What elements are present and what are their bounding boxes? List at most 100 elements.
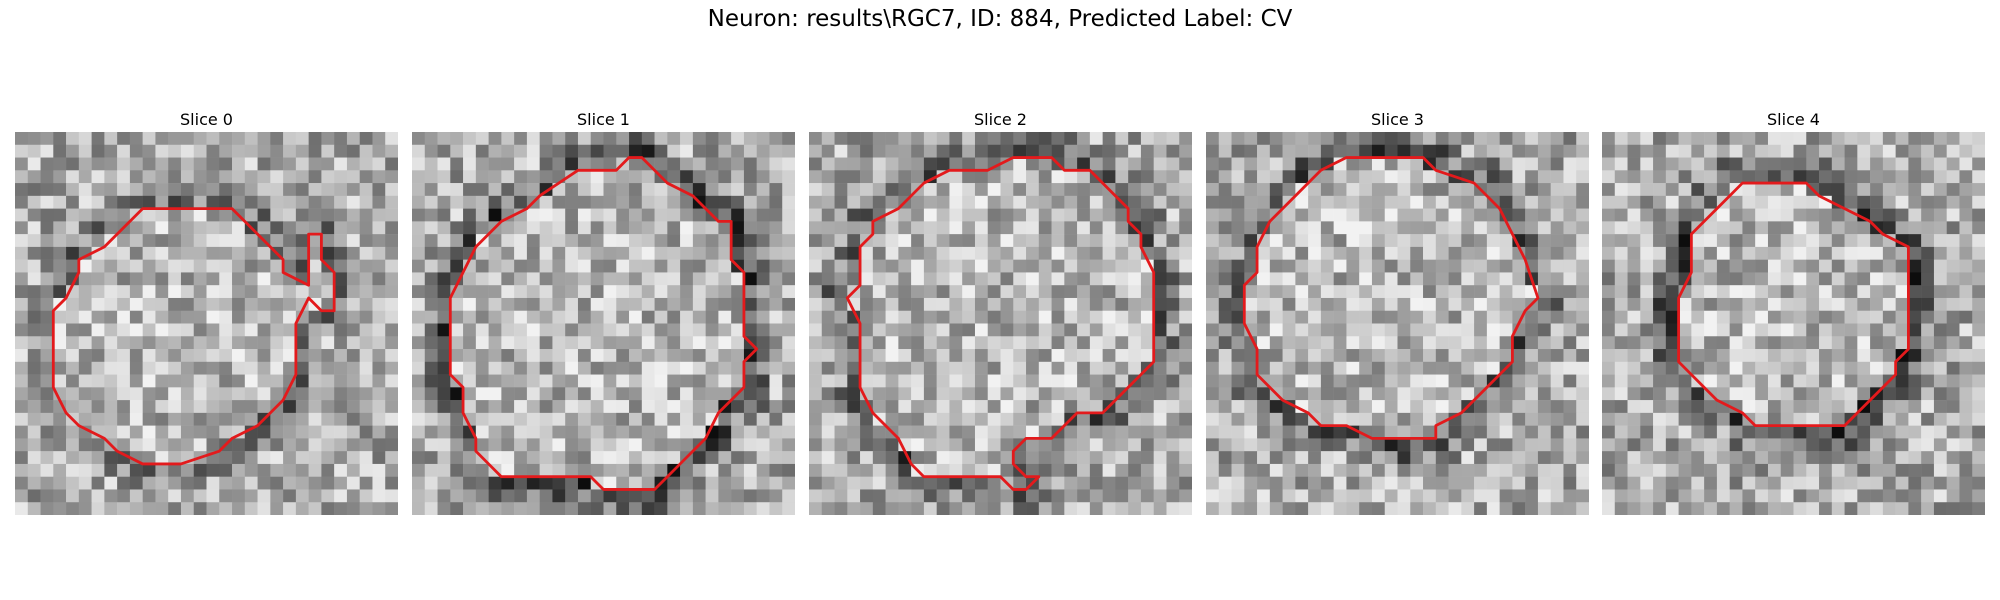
pixel — [1064, 374, 1078, 388]
pixel — [372, 412, 386, 426]
pixel — [1206, 463, 1220, 477]
pixel — [1448, 387, 1462, 401]
pixel — [834, 489, 848, 503]
pixel — [475, 374, 489, 388]
pixel — [847, 412, 861, 426]
pixel — [731, 412, 745, 426]
pixel — [1806, 463, 1820, 477]
pixel — [1665, 425, 1679, 439]
pixel — [1921, 195, 1935, 209]
pixel — [1077, 438, 1091, 452]
pixel — [193, 170, 207, 184]
pixel — [1614, 438, 1628, 452]
pixel — [104, 246, 118, 260]
pixel — [987, 195, 1001, 209]
pixel — [1512, 259, 1526, 273]
pixel — [629, 272, 643, 286]
pixel — [1755, 463, 1769, 477]
pixel — [782, 221, 795, 235]
pixel — [450, 489, 464, 503]
pixel — [1933, 246, 1947, 260]
pixel — [283, 183, 297, 197]
pixel — [437, 502, 451, 515]
pixel — [1064, 451, 1078, 465]
pixel — [680, 489, 694, 503]
pixel — [270, 361, 284, 375]
pixel — [15, 323, 29, 337]
pixel — [1128, 425, 1142, 439]
pixel — [1704, 246, 1718, 260]
pixel — [1461, 144, 1475, 158]
pixel — [1282, 234, 1296, 248]
pixel — [334, 476, 348, 490]
pixel — [1064, 463, 1078, 477]
pixel — [1282, 489, 1296, 503]
pixel — [257, 463, 271, 477]
pixel — [1895, 451, 1909, 465]
pixel — [1550, 412, 1564, 426]
pixel — [1767, 221, 1781, 235]
pixel — [78, 285, 92, 299]
pixel — [283, 489, 297, 503]
pixel — [1640, 489, 1654, 503]
pixel — [270, 489, 284, 503]
pixel — [1512, 195, 1526, 209]
pixel — [1474, 221, 1488, 235]
pixel — [283, 336, 297, 350]
pixel — [1359, 234, 1373, 248]
pixel — [1257, 387, 1271, 401]
pixel — [731, 323, 745, 337]
pixel — [91, 323, 105, 337]
pixel — [1128, 285, 1142, 299]
slice-image-3 — [1206, 132, 1589, 515]
pixel — [1576, 195, 1589, 209]
pixel — [1013, 157, 1027, 171]
pixel — [1806, 476, 1820, 490]
pixel — [860, 208, 874, 222]
pixel — [731, 246, 745, 260]
pixel — [539, 349, 553, 363]
pixel — [1908, 349, 1922, 363]
pixel — [641, 285, 655, 299]
pixel — [40, 183, 54, 197]
pixel — [244, 208, 258, 222]
pixel — [641, 412, 655, 426]
pixel — [1933, 170, 1947, 184]
pixel — [168, 310, 182, 324]
pixel — [359, 310, 373, 324]
pixel — [244, 412, 258, 426]
pixel — [756, 170, 770, 184]
pixel — [590, 208, 604, 222]
contour-outline — [1242, 156, 1540, 440]
pixel — [1115, 374, 1129, 388]
pixel — [667, 502, 681, 515]
pixel — [756, 412, 770, 426]
pixel — [705, 502, 719, 515]
pixel — [1614, 412, 1628, 426]
pixel — [283, 208, 297, 222]
pixel — [1882, 489, 1896, 503]
pixel — [155, 425, 169, 439]
pixel — [1308, 132, 1322, 146]
pixel — [885, 246, 899, 260]
pixel — [1282, 400, 1296, 414]
pixel — [1844, 297, 1858, 311]
pixel — [974, 272, 988, 286]
pixel — [1755, 489, 1769, 503]
pixel — [1461, 425, 1475, 439]
pixel — [641, 323, 655, 337]
pixel — [885, 489, 899, 503]
pixel — [526, 183, 540, 197]
pixel — [1128, 144, 1142, 158]
pixel — [872, 221, 886, 235]
pixel — [1537, 170, 1551, 184]
pixel — [78, 170, 92, 184]
pixel — [1359, 195, 1373, 209]
pixel — [949, 157, 963, 171]
pixel — [1257, 400, 1271, 414]
pixel — [782, 400, 795, 414]
pixel — [1435, 349, 1449, 363]
pixel — [565, 272, 579, 286]
pixel — [1461, 310, 1475, 324]
pixel — [1537, 349, 1551, 363]
